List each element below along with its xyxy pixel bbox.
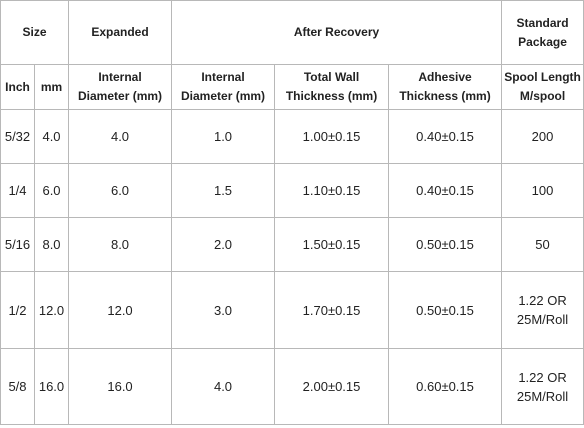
- cell-recovered-id: 3.0: [171, 271, 276, 349]
- header-line: Total Wall: [303, 70, 360, 84]
- header-line: Spool Length: [504, 70, 581, 84]
- cell-spool-length: 1.22 OR 25M/Roll: [501, 271, 584, 349]
- cell-mm: 8.0: [33, 217, 70, 272]
- table-row: 5/16 8.0 8.0 2.0 1.50±0.15 0.50±0.15 50: [0, 217, 584, 272]
- header-line: Thickness (mm): [285, 89, 378, 103]
- header-size: Size: [0, 0, 70, 65]
- header-line: Diameter (mm): [78, 89, 163, 103]
- cell-inch: 5/16: [0, 217, 35, 272]
- header-total-wall-thickness: Total Wall Thickness (mm): [274, 64, 390, 110]
- cell-adhesive: 0.40±0.15: [388, 163, 503, 218]
- cell-inch: 1/2: [0, 271, 35, 349]
- header-line: Thickness (mm): [399, 89, 491, 103]
- cell-line: 1.22 OR: [518, 369, 567, 385]
- header-mm: mm: [33, 64, 70, 110]
- cell-inch: 5/8: [0, 348, 35, 425]
- header-standard-package-line2: Package: [518, 34, 567, 49]
- cell-total-wall: 1.70±0.15: [274, 271, 390, 349]
- cell-line: 25M/Roll: [516, 312, 569, 327]
- cell-adhesive: 0.50±0.15: [388, 271, 503, 349]
- header-recovered-internal-diameter: Internal Diameter (mm): [171, 64, 276, 110]
- header-adhesive-thickness: Adhesive Thickness (mm): [388, 64, 503, 110]
- header-expanded-internal-diameter: Internal Diameter (mm): [68, 64, 173, 110]
- header-line: Diameter (mm): [181, 89, 266, 103]
- cell-expanded-id: 16.0: [68, 348, 173, 425]
- cell-mm: 12.0: [33, 271, 70, 349]
- cell-adhesive: 0.60±0.15: [388, 348, 503, 425]
- cell-spool-length: 50: [501, 217, 584, 272]
- cell-recovered-id: 1.0: [171, 109, 276, 164]
- table-row: 5/32 4.0 4.0 1.0 1.00±0.15 0.40±0.15 200: [0, 109, 584, 164]
- cell-expanded-id: 12.0: [68, 271, 173, 349]
- header-line: Internal: [201, 70, 245, 84]
- cell-expanded-id: 6.0: [68, 163, 173, 218]
- header-line: M/spool: [519, 89, 566, 103]
- cell-expanded-id: 8.0: [68, 217, 173, 272]
- cell-mm: 6.0: [33, 163, 70, 218]
- cell-total-wall: 1.00±0.15: [274, 109, 390, 164]
- cell-recovered-id: 1.5: [171, 163, 276, 218]
- header-line: Internal: [98, 70, 142, 84]
- cell-total-wall: 1.50±0.15: [274, 217, 390, 272]
- header-inch: Inch: [0, 64, 35, 110]
- cell-spool-length: 1.22 OR 25M/Roll: [501, 348, 584, 425]
- cell-adhesive: 0.40±0.15: [388, 109, 503, 164]
- header-line: Adhesive: [418, 70, 472, 84]
- table-row: 1/4 6.0 6.0 1.5 1.10±0.15 0.40±0.15 100: [0, 163, 584, 218]
- cell-mm: 4.0: [33, 109, 70, 164]
- cell-line: 100: [531, 183, 554, 198]
- cell-spool-length: 200: [501, 109, 584, 164]
- cell-expanded-id: 4.0: [68, 109, 173, 164]
- cell-mm: 16.0: [33, 348, 70, 425]
- cell-total-wall: 2.00±0.15: [274, 348, 390, 425]
- header-standard-package: Standard Package: [501, 0, 584, 65]
- cell-adhesive: 0.50±0.15: [388, 217, 503, 272]
- cell-total-wall: 1.10±0.15: [274, 163, 390, 218]
- header-after-recovery: After Recovery: [171, 0, 503, 65]
- cell-line: 200: [531, 129, 554, 144]
- table-row: 5/8 16.0 16.0 4.0 2.00±0.15 0.60±0.15 1.…: [0, 348, 584, 425]
- cell-line: 1.22 OR: [518, 293, 567, 308]
- table-row: 1/2 12.0 12.0 3.0 1.70±0.15 0.50±0.15 1.…: [0, 271, 584, 349]
- header-row-2: Inch mm Internal Diameter (mm) Internal …: [0, 64, 584, 110]
- header-row-1: Size Expanded After Recovery Standard Pa…: [0, 0, 584, 65]
- header-standard-package-line1: Standard: [516, 15, 569, 30]
- cell-spool-length: 100: [501, 163, 584, 218]
- cell-inch: 5/32: [0, 109, 35, 164]
- cell-recovered-id: 2.0: [171, 217, 276, 272]
- cell-inch: 1/4: [0, 163, 35, 218]
- cell-line: 50: [535, 237, 550, 252]
- header-expanded: Expanded: [68, 0, 173, 65]
- cell-line: 25M/Roll: [516, 388, 569, 404]
- header-spool-length: Spool Length M/spool: [501, 64, 584, 110]
- cell-recovered-id: 4.0: [171, 348, 276, 425]
